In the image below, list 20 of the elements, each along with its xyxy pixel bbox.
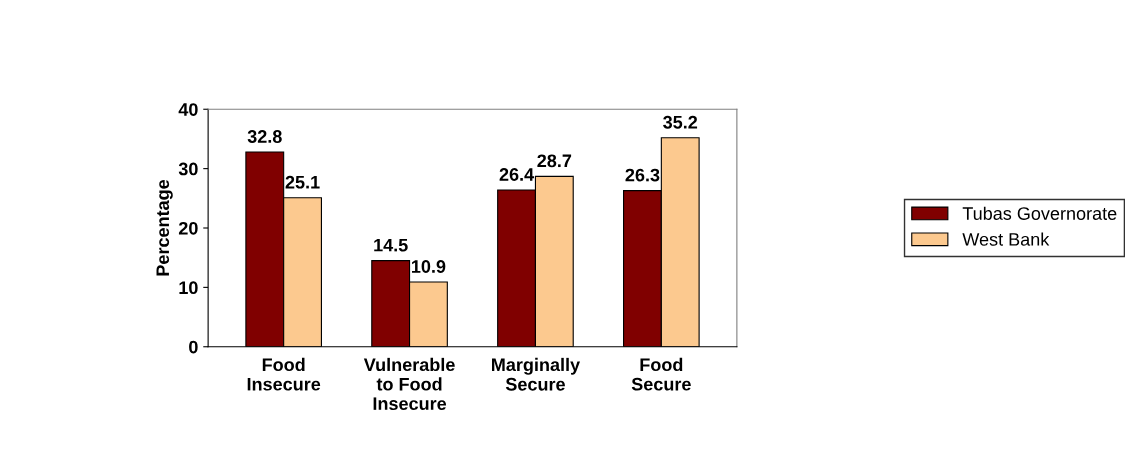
data-label: 35.2	[663, 115, 698, 129]
y-tick-label: 40	[178, 103, 198, 116]
y-tick-label: 0	[189, 340, 198, 354]
y-tick-label: 10	[179, 281, 198, 295]
x-tick-label: Marginally Secure	[492, 357, 580, 391]
x-tick-label: Food Secure	[631, 357, 691, 391]
y-tick-label: 30	[178, 162, 198, 176]
data-label: 10.9	[412, 260, 446, 273]
data-label: 26.3	[625, 168, 660, 182]
y-tick-label: 20	[178, 221, 198, 235]
data-label: 28.7	[537, 154, 572, 168]
data-label: 26.4	[499, 168, 535, 181]
y-axis-title: Percentage	[156, 179, 173, 276]
x-tick-label: Vulnerable to Food Insecure	[363, 357, 455, 411]
data-label: 25.1	[285, 175, 320, 189]
data-label: 32.8	[247, 130, 282, 143]
legend-label: Tubas Governorate	[962, 206, 1117, 220]
legend-label: West Bank	[962, 232, 1050, 246]
data-label: 14.5	[374, 238, 408, 252]
x-tick-label: Food Insecure	[247, 357, 321, 391]
